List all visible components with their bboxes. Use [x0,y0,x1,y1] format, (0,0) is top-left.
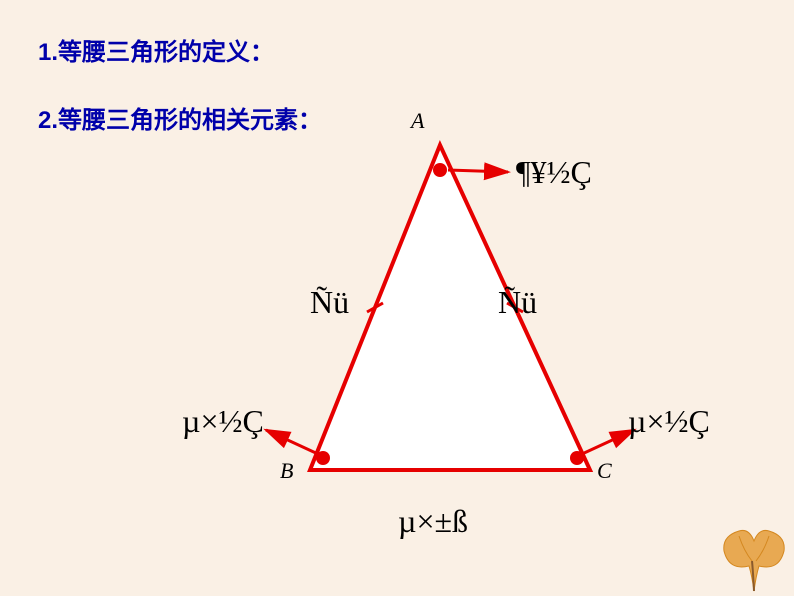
annotation-base-angle-right: µ×½Ç [628,403,710,440]
base-right-arrow [582,430,634,454]
leaf-icon [714,516,794,596]
isosceles-triangle-diagram [0,0,794,596]
vertex-label-a: A [411,108,424,134]
annotation-apex-angle: ¶¥½Ç [516,154,592,191]
apex-arrow [448,170,508,172]
annotation-side-left: Ñü [310,284,349,321]
vertex-label-b: B [280,458,293,484]
base-left-arrow [266,430,318,454]
annotation-side-right: Ñü [498,284,537,321]
vertex-label-c: C [597,458,612,484]
apex-dot [433,163,447,177]
triangle-shape [310,145,590,470]
annotation-base-side: µ×±ß [398,503,468,540]
annotation-base-angle-left: µ×½Ç [182,403,264,440]
